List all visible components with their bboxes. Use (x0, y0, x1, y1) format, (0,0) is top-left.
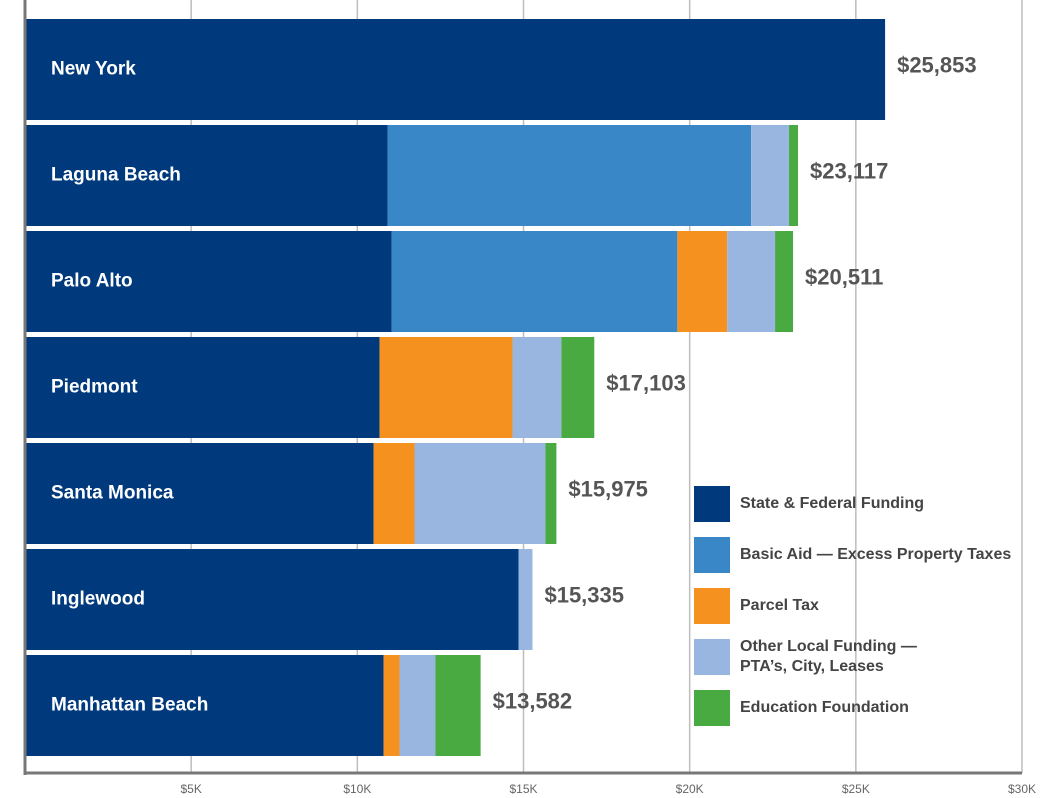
legend: State & Federal Funding Basic Aid — Exces… (694, 478, 1034, 733)
bar-segment (789, 125, 799, 226)
bar-segment (561, 337, 595, 438)
total-label: $20,511 (805, 264, 883, 289)
bar-segment (25, 125, 388, 226)
category-label: Inglewood (51, 589, 145, 610)
category-label: Laguna Beach (51, 165, 181, 186)
legend-swatch (694, 638, 730, 675)
legend-item: State & Federal Funding (694, 478, 1034, 529)
bar-segment (677, 231, 728, 332)
bar-segment (545, 443, 557, 544)
category-label: Piedmont (51, 377, 138, 398)
bar-segment (751, 125, 790, 226)
bar-segment (512, 337, 562, 438)
bar-segment (391, 231, 678, 332)
legend-label: Education Foundation (740, 698, 909, 716)
legend-swatch (694, 536, 730, 573)
x-tick-label: $30K (1008, 782, 1036, 796)
category-label: Santa Monica (51, 483, 174, 504)
bar-segment (518, 549, 533, 650)
bar-segment (25, 19, 886, 120)
total-label: $25,853 (897, 52, 977, 77)
bar-segment (25, 337, 380, 438)
x-tick-label: $15K (509, 782, 537, 796)
bar-segment (435, 655, 481, 756)
bar-segment (25, 443, 374, 544)
legend-swatch (694, 587, 730, 624)
bar-segment (379, 337, 513, 438)
bar-segment (373, 443, 415, 544)
x-tick-label: $20K (676, 782, 704, 796)
bar-segment (775, 231, 794, 332)
legend-label: Other Local Funding — PTA’s, City, Lease… (740, 637, 917, 675)
total-label: $15,335 (544, 582, 624, 607)
bar-segment (399, 655, 436, 756)
bar-segment (25, 655, 384, 756)
bar-segment (387, 125, 752, 226)
bar-segment (25, 549, 519, 650)
legend-item: Education Foundation (694, 682, 1034, 733)
x-tick-label: $5K (180, 782, 201, 796)
bar-segment (383, 655, 400, 756)
total-label: $15,975 (568, 476, 648, 501)
total-label: $23,117 (810, 158, 888, 183)
legend-swatch (694, 689, 730, 726)
legend-item: Other Local Funding — PTA’s, City, Lease… (694, 631, 1034, 682)
legend-item: Parcel Tax (694, 580, 1034, 631)
bar-segment (414, 443, 546, 544)
bar-segment (727, 231, 776, 332)
category-label: Palo Alto (51, 271, 133, 292)
bar-segment (25, 231, 392, 332)
legend-swatch (694, 485, 730, 522)
total-label: $17,103 (606, 370, 686, 395)
legend-item: Basic Aid — Excess Property Taxes (694, 529, 1034, 580)
legend-label: State & Federal Funding (740, 494, 925, 512)
legend-label: Parcel Tax (740, 596, 819, 614)
category-label: New York (51, 59, 136, 80)
legend-label: Basic Aid — Excess Property Taxes (740, 545, 1012, 563)
total-label: $13,582 (493, 688, 573, 713)
x-tick-label: $25K (842, 782, 870, 796)
category-label: Manhattan Beach (51, 695, 208, 716)
x-tick-label: $10K (343, 782, 371, 796)
